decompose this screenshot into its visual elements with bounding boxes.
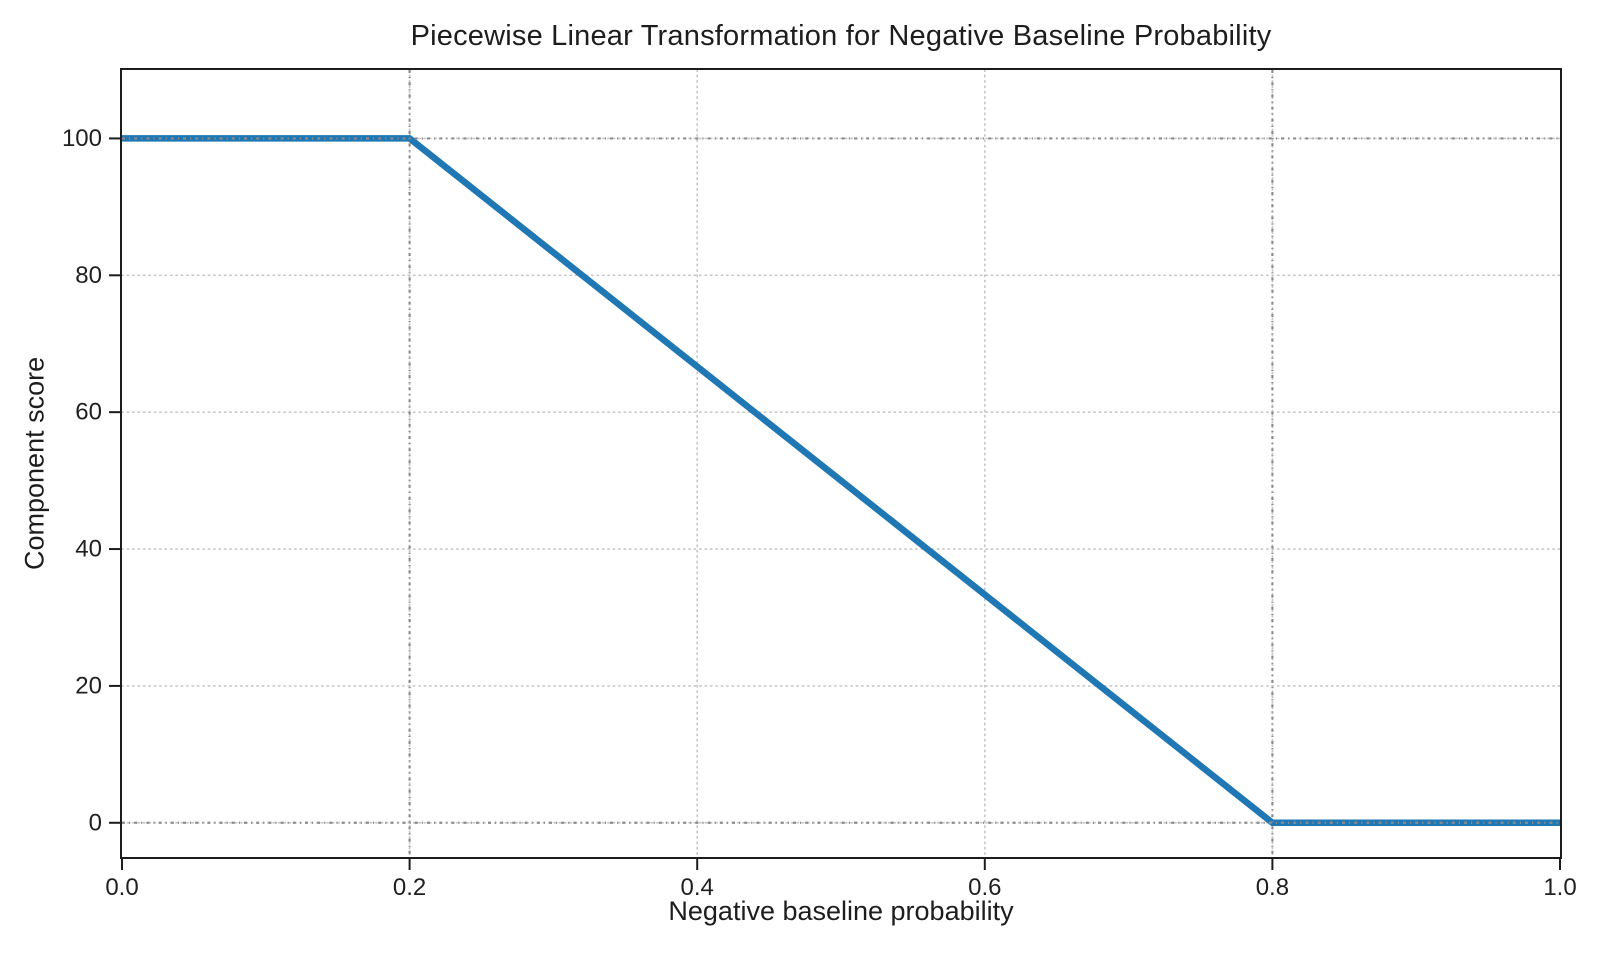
x-tick-label: 0.8 <box>1256 874 1289 901</box>
x-tick-label: 0.6 <box>968 874 1001 901</box>
y-tick-label: 100 <box>62 125 102 152</box>
x-tick-label: 1.0 <box>1543 874 1576 901</box>
y-tick-label: 0 <box>89 809 102 836</box>
y-tick-label: 20 <box>75 672 102 699</box>
x-tick-label: 0.0 <box>105 874 138 901</box>
y-tick-label: 60 <box>75 399 102 426</box>
component-score-line <box>122 135 1560 827</box>
y-tick-label: 40 <box>75 536 102 563</box>
x-tick-label: 0.2 <box>393 874 426 901</box>
x-axis-label: Negative baseline probability <box>668 896 1014 926</box>
x-tick-label: 0.4 <box>681 874 714 901</box>
y-tick-label: 80 <box>75 262 102 289</box>
chart-title: Piecewise Linear Transformation for Nega… <box>410 20 1272 52</box>
axes-spines <box>120 68 1562 859</box>
